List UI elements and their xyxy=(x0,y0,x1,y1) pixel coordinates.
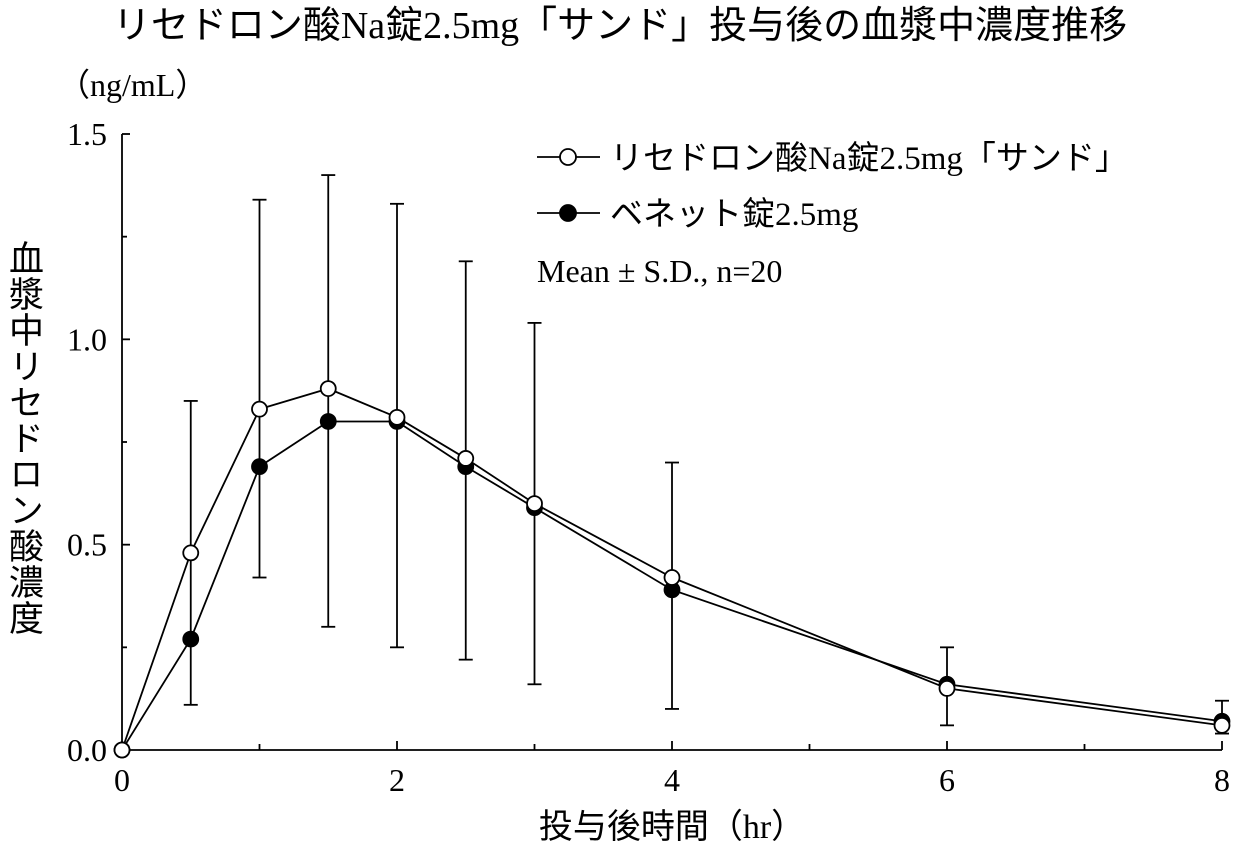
series-1-point xyxy=(182,544,200,562)
x-tick-label: 4 xyxy=(664,762,680,798)
y-unit-label: （ng/mL） xyxy=(58,67,207,103)
series-1-point xyxy=(319,380,337,398)
series-1-point xyxy=(1213,716,1231,734)
series-2-point xyxy=(251,458,268,476)
series-1-point xyxy=(663,569,681,586)
series-1-point xyxy=(251,400,268,418)
x-axis-label: 投与後時間（hr） xyxy=(539,808,805,846)
x-tick-label: 2 xyxy=(389,762,405,798)
chart-title: リセドロン酸Na錠2.5mg「サンド」投与後の血漿中濃度推移 xyxy=(113,5,1127,47)
y-tick-label: 0.0 xyxy=(67,732,107,768)
series-lines xyxy=(121,387,1223,751)
legend-label-series-1: リセドロン酸Na錠2.5mg「サンド」 xyxy=(610,140,1128,177)
series-2-point xyxy=(319,413,337,430)
series-markers xyxy=(113,380,1231,759)
y-tick-label: 1.0 xyxy=(67,321,107,357)
x-tick-label: 6 xyxy=(939,762,955,798)
x-tick-label: 0 xyxy=(114,762,130,798)
series-1-point xyxy=(113,741,131,759)
series-1-point xyxy=(526,495,543,513)
series-2-line xyxy=(121,420,1223,751)
series-2-point xyxy=(182,630,200,648)
filled-circle-icon xyxy=(559,204,577,222)
legend-item-series-2: ベネット錠2.5mg xyxy=(537,196,858,233)
y-tick-label: 1.5 xyxy=(67,116,107,152)
series-1-point xyxy=(938,680,956,697)
open-circle-icon xyxy=(559,148,577,166)
y-axis-label: 血漿中リセドロン酸濃度 xyxy=(4,240,43,636)
series-1-point xyxy=(388,408,406,426)
legend: リセドロン酸Na錠2.5mg「サンド」 ベネット錠2.5mg Mean ± S.… xyxy=(537,140,1128,289)
x-tick-label: 8 xyxy=(1214,762,1230,798)
y-tick-label: 0.5 xyxy=(67,527,107,563)
axis-tick-labels: 0 2 4 6 8 0.0 0.5 1.0 1.5 xyxy=(67,116,1230,798)
stats-annotation: Mean ± S.D., n=20 xyxy=(537,253,782,289)
legend-label-series-2: ベネット錠2.5mg xyxy=(610,196,858,233)
legend-item-series-1: リセドロン酸Na錠2.5mg「サンド」 xyxy=(537,140,1128,177)
series-1-point xyxy=(457,450,475,467)
series-1-line xyxy=(121,387,1223,751)
